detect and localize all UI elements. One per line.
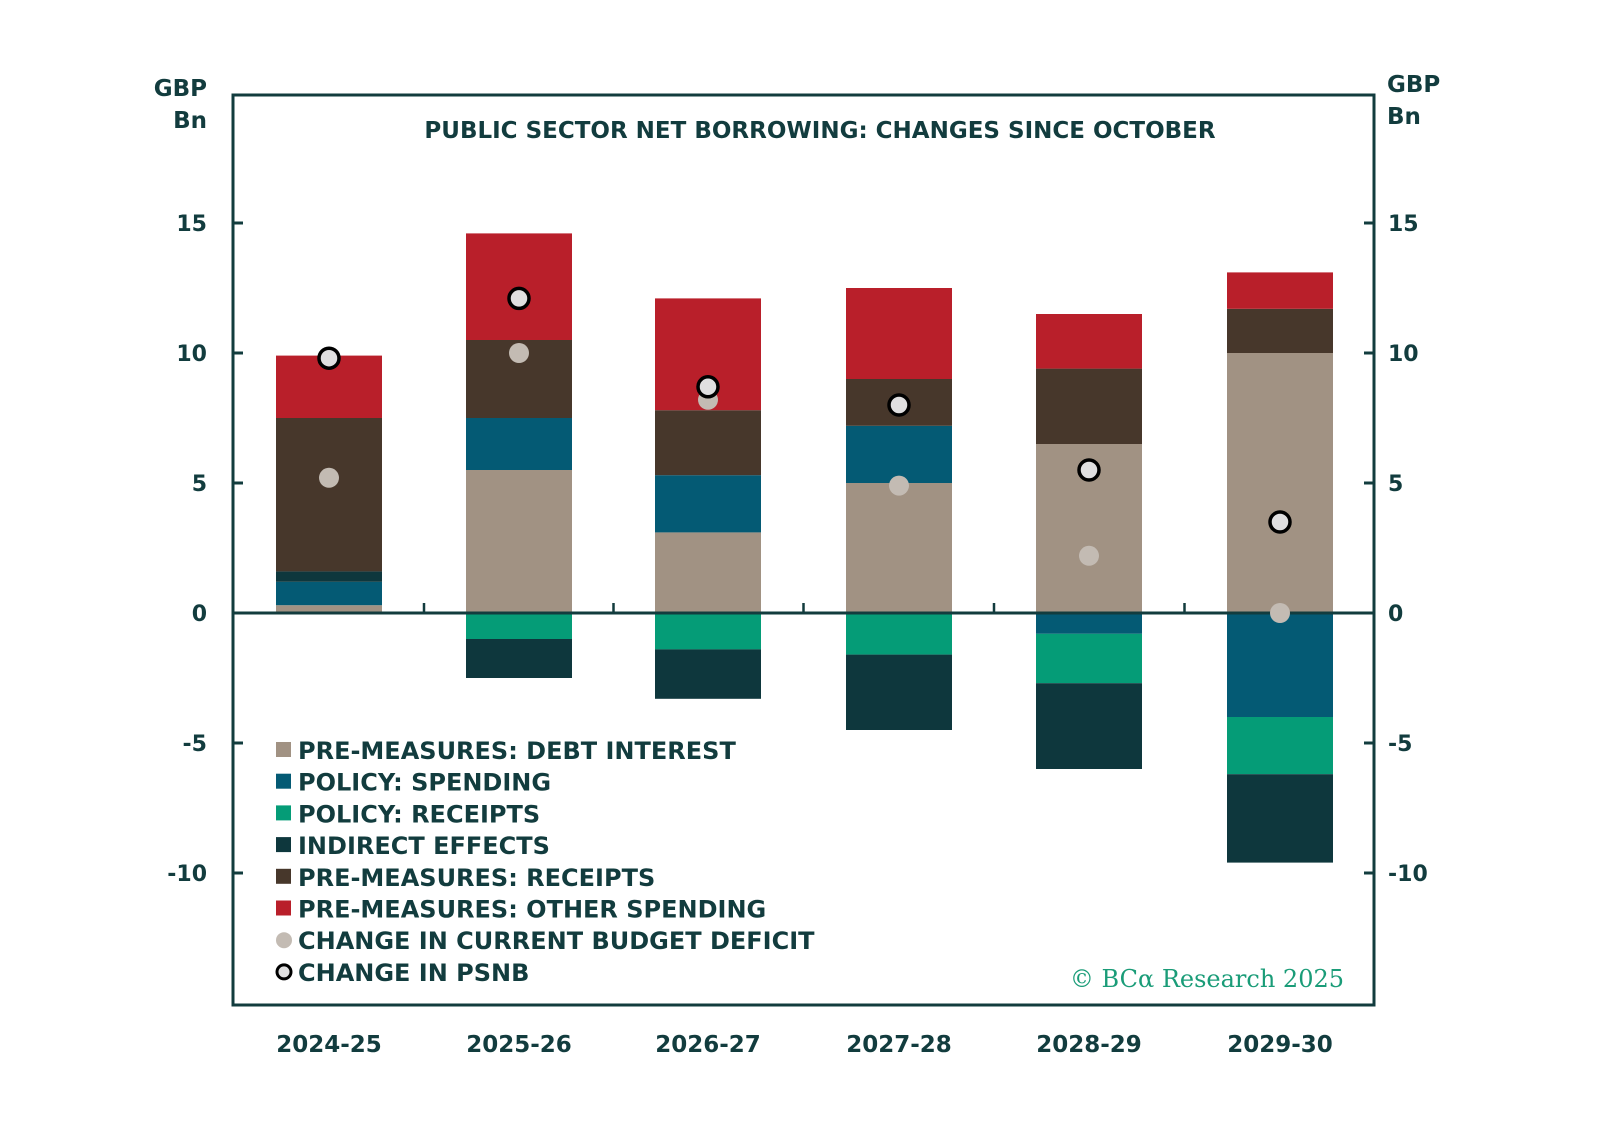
point-change-in-current-budget-deficit-2027-28	[889, 475, 909, 496]
legend-swatch	[276, 773, 291, 789]
x-tick-label: 2026-27	[655, 1032, 761, 1058]
bar-segment-pre-measures-receipts-2028-29	[1036, 368, 1142, 444]
point-change-in-psnb-2029-30	[1268, 510, 1292, 534]
bar-segment-indirect-effects-2026-27	[655, 649, 761, 699]
bar-segment-pre-measures-debt-interest-2026-27	[655, 532, 761, 613]
x-tick-label: 2024-25	[276, 1032, 382, 1058]
bar-segment-indirect-effects-2029-30	[1227, 774, 1333, 863]
legend-label: INDIRECT EFFECTS	[298, 832, 550, 860]
legend-swatch	[276, 868, 291, 884]
point-change-in-psnb-2027-28	[887, 393, 911, 417]
point-change-in-psnb-2026-27	[696, 375, 720, 399]
right-ytick-label: 0	[1388, 602, 1403, 627]
legend-swatch	[276, 805, 291, 821]
x-tick-labels: 2024-25 2025-26 2026-27 2027-28 2028-29 2029-…	[276, 1032, 1333, 1058]
bar-segment-policy-spending-2028-29	[1036, 613, 1142, 634]
bar-segment-policy-spending-2026-27	[655, 475, 761, 533]
bar-segment-pre-measures-debt-interest-2024-25	[276, 605, 382, 613]
point-change-in-psnb-2024-25	[317, 346, 341, 370]
legend-label: PRE-MEASURES: DEBT INTEREST	[298, 737, 736, 765]
legend-item-policy-spending: POLICY: SPENDING	[276, 769, 551, 797]
right-ytick-label: -10	[1388, 862, 1428, 887]
bar-segment-pre-measures-receipts-2024-25	[276, 418, 382, 572]
bar-segment-pre-measures-debt-interest-2025-26	[466, 470, 572, 613]
legend: PRE-MEASURES: DEBT INTEREST POLICY: SPEND…	[275, 737, 815, 987]
legend-label: POLICY: RECEIPTS	[298, 800, 540, 828]
point-change-in-psnb-2028-29	[1077, 458, 1101, 482]
bar-segment-policy-spending-2025-26	[466, 418, 572, 470]
right-unit-label-line2: Bn	[1387, 104, 1421, 130]
legend-label: CHANGE IN PSNB	[298, 959, 529, 987]
x-tick-label: 2029-30	[1227, 1032, 1333, 1058]
legend-swatch	[276, 742, 291, 757]
bar-segment-policy-receipts-2029-30	[1227, 717, 1333, 775]
bar-segment-pre-measures-receipts-2026-27	[655, 410, 761, 476]
left-ytick-label: 0	[192, 602, 207, 627]
bar-segment-indirect-effects-2028-29	[1036, 683, 1142, 769]
x-tick-label: 2028-29	[1036, 1032, 1142, 1058]
legend-label: CHANGE IN CURRENT BUDGET DEFICIT	[298, 927, 815, 955]
legend-item-pre-measures-other-spending: PRE-MEASURES: OTHER SPENDING	[276, 896, 766, 924]
bar-segment-pre-measures-debt-interest-2029-30	[1227, 353, 1333, 613]
left-unit-label-line2: Bn	[173, 108, 207, 134]
legend-item-indirect-effects: INDIRECT EFFECTS	[276, 832, 550, 860]
point-change-in-psnb-2025-26	[507, 286, 531, 311]
bar-segment-indirect-effects-2027-28	[846, 654, 952, 730]
x-tick-label: 2025-26	[466, 1032, 572, 1058]
bar-segment-pre-measures-other-spending-2029-30	[1227, 272, 1333, 309]
legend-item-change-in-psnb: CHANGE IN PSNB	[275, 959, 529, 987]
right-ytick-label: 15	[1388, 212, 1419, 237]
chart-title: PUBLIC SECTOR NET BORROWING: CHANGES SIN…	[424, 118, 1215, 144]
bars-layer	[276, 233, 1333, 863]
bar-segment-policy-spending-2024-25	[276, 581, 382, 606]
bar-segment-policy-receipts-2027-28	[846, 613, 952, 655]
left-ytick-label: -10	[167, 862, 207, 887]
bar-segment-pre-measures-other-spending-2028-29	[1036, 314, 1142, 369]
bar-segment-policy-receipts-2025-26	[466, 613, 572, 639]
left-ytick-label: -5	[183, 732, 207, 757]
legend-swatch	[275, 963, 293, 981]
legend-item-policy-receipts: POLICY: RECEIPTS	[276, 800, 540, 828]
bar-segment-policy-spending-2027-28	[846, 425, 952, 483]
point-change-in-current-budget-deficit-2024-25	[319, 467, 339, 488]
legend-label: POLICY: SPENDING	[298, 769, 551, 797]
left-ytick-label: 10	[176, 342, 207, 367]
left-ytick-label: 15	[176, 212, 207, 237]
left-ytick-label: 5	[192, 472, 207, 497]
right-ytick-label: 10	[1388, 342, 1419, 367]
bar-segment-indirect-effects-2025-26	[466, 639, 572, 678]
x-tick-label: 2027-28	[846, 1032, 952, 1058]
bar-segment-indirect-effects-2024-25	[276, 571, 382, 582]
point-change-in-current-budget-deficit-2029-30	[1270, 603, 1290, 623]
legend-item-pre-measures-debt-interest: PRE-MEASURES: DEBT INTEREST	[276, 737, 736, 765]
legend-label: PRE-MEASURES: OTHER SPENDING	[298, 896, 766, 924]
legend-swatch	[276, 932, 292, 949]
bar-segment-pre-measures-receipts-2029-30	[1227, 308, 1333, 353]
right-ytick-label: 5	[1388, 472, 1403, 497]
plot-frame	[231, 93, 1376, 1007]
legend-item-pre-measures-receipts: PRE-MEASURES: RECEIPTS	[276, 864, 655, 892]
bar-segment-policy-spending-2029-30	[1227, 613, 1333, 717]
legend-item-change-in-current-budget-deficit: CHANGE IN CURRENT BUDGET DEFICIT	[276, 927, 815, 955]
legend-label: PRE-MEASURES: RECEIPTS	[298, 864, 655, 892]
points-layer	[317, 286, 1292, 623]
copyright: © BCα Research 2025	[1070, 965, 1344, 993]
legend-swatch	[276, 900, 291, 916]
point-change-in-current-budget-deficit-2028-29	[1079, 545, 1099, 566]
bar-segment-policy-receipts-2028-29	[1036, 633, 1142, 684]
legend-swatch	[276, 837, 291, 853]
right-ytick-label: -5	[1388, 732, 1412, 757]
bar-segment-pre-measures-other-spending-2027-28	[846, 288, 952, 379]
bar-segment-policy-receipts-2026-27	[655, 613, 761, 650]
left-unit-label-line1: GBP	[154, 76, 207, 102]
bar-segment-pre-measures-debt-interest-2027-28	[846, 483, 952, 613]
axes-layer: -10 -10 -5 -5 0 0 5 5 10 10 15 15	[167, 212, 1428, 887]
point-change-in-current-budget-deficit-2025-26	[509, 343, 529, 363]
right-unit-label-line1: GBP	[1387, 72, 1440, 98]
